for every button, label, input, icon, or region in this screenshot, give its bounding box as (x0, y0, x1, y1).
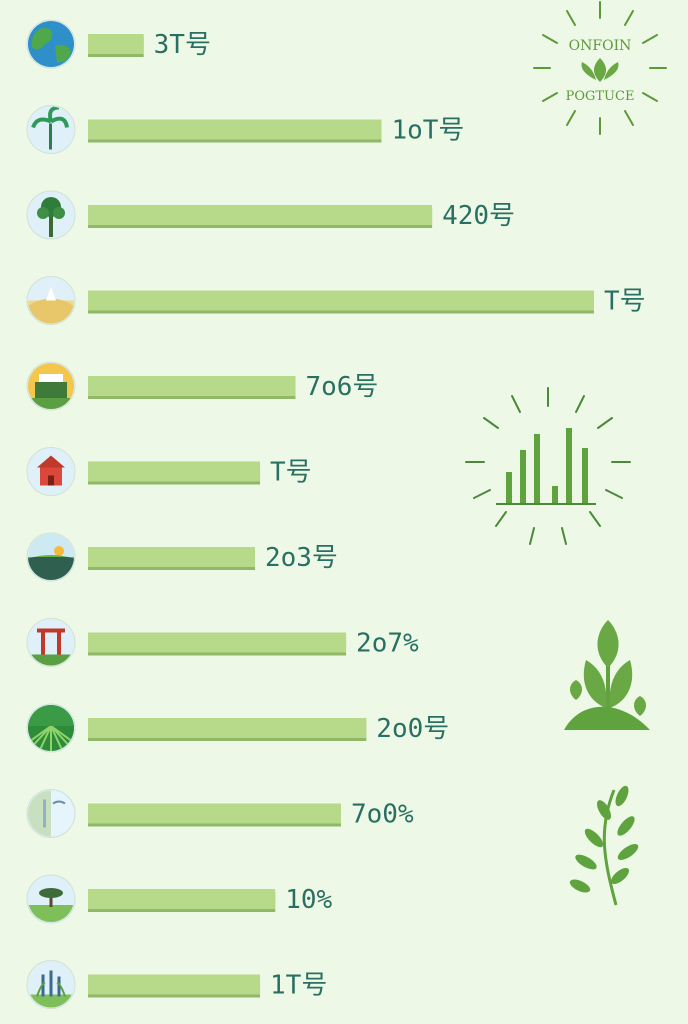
sprout-hill-icon (564, 620, 650, 730)
building-icon (26, 361, 76, 411)
bar-row: T号 (26, 447, 312, 496)
palm-tree-icon (26, 105, 76, 154)
field-rows-icon (26, 703, 76, 753)
bar-row: 2o3号 (26, 532, 338, 582)
bar-value-label: 7o6号 (305, 372, 378, 402)
bar (88, 119, 382, 140)
bar (88, 290, 594, 311)
bar-row: 7o6号 (26, 361, 378, 411)
bar-value-label: 7o0% (351, 800, 414, 830)
desert-dune-icon (26, 276, 76, 325)
savanna-tree-icon (26, 874, 76, 924)
glacier-icon (26, 789, 76, 838)
bar-row: 1T号 (26, 960, 327, 1009)
bar-value-label: T号 (604, 287, 646, 317)
bar-rows: 3T号 1oT号 420号 T号 7o6号 T号 2o3号 2o7% 2o0号 7o0% 10% 1T… (26, 19, 646, 1009)
globe-icon (26, 19, 76, 69)
bar-row: 10% (26, 874, 333, 924)
sunburst-badge-icon: ONFOIN POGTUCE (533, 1, 667, 135)
bar-value-label: 2o3号 (265, 543, 338, 573)
landscape-icon (26, 532, 76, 582)
bar (88, 718, 367, 738)
leafy-branch-icon (569, 785, 639, 906)
bar (88, 376, 296, 396)
bar (88, 461, 261, 482)
bar (88, 889, 276, 909)
bar (88, 547, 255, 567)
bar-value-label: 2o7% (356, 629, 419, 659)
bar-row: 2o0号 (26, 703, 449, 753)
bar-row: 1oT号 (26, 105, 464, 154)
bar-row: 7o0% (26, 789, 414, 838)
rainforest-tree-icon (26, 190, 76, 240)
bar-value-label: 10% (285, 885, 332, 915)
bar-row: T号 (26, 276, 646, 325)
bar (88, 632, 347, 653)
bar-row: 420号 (26, 190, 515, 240)
bar-row: 3T号 (26, 19, 211, 69)
bar (88, 205, 433, 225)
bar-row: 2o7% (26, 618, 419, 667)
badge-line-2: POGTUCE (566, 89, 635, 104)
bar-value-label: 2o0号 (376, 714, 449, 744)
bar-value-label: T号 (270, 458, 312, 488)
bar (88, 34, 144, 54)
bar (88, 803, 341, 824)
bar (88, 974, 261, 995)
bar-value-label: 1T号 (270, 971, 327, 1001)
bar-value-label: 1oT号 (391, 116, 464, 146)
temple-icon (26, 447, 76, 496)
badge-line-1: ONFOIN (569, 38, 632, 54)
bar-value-label: 420号 (442, 201, 515, 231)
bar-value-label: 3T号 (154, 30, 211, 60)
bar-chart-sunburst-icon (465, 387, 631, 545)
wetland-plants-icon (26, 960, 76, 1009)
gate-icon (26, 618, 76, 667)
